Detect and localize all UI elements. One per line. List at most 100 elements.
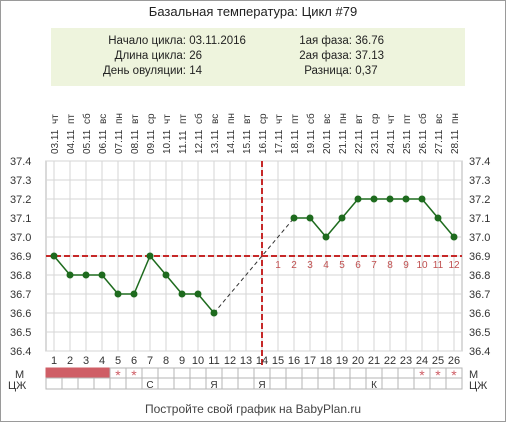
temperature-point bbox=[146, 252, 154, 260]
menstruation-cell bbox=[301, 367, 319, 380]
date-label: 03.11 bbox=[50, 129, 61, 154]
cycle-length-value: 26 bbox=[189, 50, 202, 62]
date-label: 12.11 bbox=[194, 129, 205, 154]
weekday-label: чт bbox=[386, 114, 397, 124]
cervical-fluid-cell bbox=[221, 377, 239, 390]
weekday-label: чт bbox=[162, 114, 173, 124]
temperature-point bbox=[386, 195, 394, 203]
temperature-line-segment bbox=[101, 274, 119, 295]
temperature-point bbox=[98, 271, 106, 279]
y-tick-label-right: 36.9 bbox=[469, 251, 490, 263]
cervical-fluid-cell bbox=[77, 377, 95, 390]
luteal-day-number: 6 bbox=[355, 260, 361, 271]
cycle-length-row: Длина цикла: 26 bbox=[51, 50, 202, 62]
day-number: 11 bbox=[208, 355, 219, 367]
weekday-label: вс bbox=[322, 114, 333, 124]
date-label: 20.11 bbox=[322, 129, 333, 154]
y-tick-label-right: 37.3 bbox=[469, 175, 490, 187]
day-number: 13 bbox=[240, 355, 252, 367]
temperature-point bbox=[210, 309, 218, 317]
menstruation-cell bbox=[237, 367, 255, 380]
date-label: 05.11 bbox=[82, 129, 93, 154]
date-label: 10.11 bbox=[162, 129, 173, 154]
cervical-fluid-cell bbox=[317, 377, 335, 390]
cervical-fluid-cell bbox=[157, 377, 175, 390]
cervical-fluid-cell bbox=[269, 377, 287, 390]
day-number: 16 bbox=[288, 355, 300, 367]
difference-row: Разница: 0,37 bbox=[236, 65, 378, 77]
difference-value: 0,37 bbox=[355, 65, 378, 77]
y-tick-label-left: 37.0 bbox=[10, 232, 31, 244]
day-number: 4 bbox=[99, 355, 105, 367]
phase1-value: 36.76 bbox=[355, 35, 384, 47]
temperature-point bbox=[290, 214, 298, 222]
temperature-point bbox=[354, 195, 362, 203]
menstruation-cell bbox=[221, 367, 239, 380]
temperature-point bbox=[402, 195, 410, 203]
temperature-point bbox=[50, 252, 58, 260]
cervical-fluid-cell bbox=[381, 377, 399, 390]
phase1-row: 1ая фаза: 36.76 bbox=[236, 35, 384, 47]
y-tick-label-right: 36.4 bbox=[469, 346, 490, 358]
phase1-label: 1ая фаза: bbox=[299, 35, 352, 47]
footer-link[interactable]: Постройте свой график на BabyPlan.ru bbox=[144, 402, 362, 416]
chart-title: Базальная температура: Цикл #79 bbox=[148, 4, 358, 19]
day-number: 6 bbox=[131, 355, 137, 367]
luteal-day-number: 8 bbox=[387, 260, 393, 271]
date-label: 22.11 bbox=[354, 129, 365, 154]
y-tick-label-left: 37.3 bbox=[10, 175, 31, 187]
date-label: 27.11 bbox=[434, 129, 445, 154]
weekday-label: ср bbox=[258, 113, 269, 124]
menstruation-cell bbox=[45, 367, 63, 380]
date-label: 11.11 bbox=[178, 130, 189, 154]
date-label: 26.11 bbox=[418, 129, 429, 154]
date-label: 08.11 bbox=[130, 129, 141, 154]
ovulation-day-value: 14 bbox=[189, 65, 202, 77]
phase2-row: 2ая фаза: 37.13 bbox=[236, 50, 384, 62]
weekday-label: ср bbox=[370, 113, 381, 124]
temperature-point bbox=[338, 214, 346, 222]
spotting-mark: * bbox=[419, 367, 425, 383]
weekday-label: пт bbox=[402, 114, 413, 124]
temperature-line-segment bbox=[309, 217, 327, 238]
day-number: 7 bbox=[147, 355, 153, 367]
cycle-length-label: Длина цикла: bbox=[114, 50, 186, 62]
cervical-fluid-code: К bbox=[371, 380, 377, 391]
luteal-day-number: 12 bbox=[448, 260, 460, 271]
ovulation-day-row: День овуляции: 14 bbox=[51, 65, 202, 77]
luteal-day-number: 5 bbox=[339, 260, 345, 271]
temperature-point bbox=[194, 290, 202, 298]
date-label: 21.11 bbox=[338, 129, 349, 154]
luteal-day-number: 1 bbox=[275, 260, 281, 271]
menstruation-cell bbox=[77, 367, 95, 380]
y-tick-label-left: 36.4 bbox=[10, 346, 31, 358]
menstruation-cell bbox=[173, 367, 191, 380]
day-number: 25 bbox=[432, 355, 444, 367]
y-tick-label-right: 37.1 bbox=[469, 213, 490, 225]
y-tick-label-right: 36.6 bbox=[469, 308, 490, 320]
temperature-line-segment bbox=[53, 255, 71, 276]
weekday-label: сб bbox=[81, 113, 93, 124]
date-label: 25.11 bbox=[402, 129, 413, 154]
cervical-fluid-cell bbox=[349, 377, 367, 390]
weekday-label: пн bbox=[338, 113, 349, 124]
luteal-day-number: 10 bbox=[416, 260, 428, 271]
temperature-line-segment bbox=[165, 274, 183, 295]
day-number: 21 bbox=[368, 355, 380, 367]
cervical-fluid-cell bbox=[61, 377, 79, 390]
y-tick-label-right: 37.0 bbox=[469, 232, 490, 244]
weekday-label: пт bbox=[178, 114, 189, 124]
weekday-label: пн bbox=[114, 113, 125, 124]
cervical-fluid-cell bbox=[445, 377, 463, 390]
row-label-cervical-fluid: ЦЖ bbox=[8, 380, 26, 392]
date-label: 06.11 bbox=[98, 129, 109, 154]
y-tick-label-left: 37.4 bbox=[10, 156, 31, 168]
weekday-label: сб bbox=[417, 113, 429, 124]
menstruation-cell bbox=[333, 367, 351, 380]
menstruation-cell bbox=[157, 367, 175, 380]
row-label-menstruation-right: М bbox=[469, 369, 478, 381]
menstruation-cell bbox=[285, 367, 303, 380]
temperature-point bbox=[306, 214, 314, 222]
y-tick-label-left: 36.7 bbox=[10, 289, 31, 301]
